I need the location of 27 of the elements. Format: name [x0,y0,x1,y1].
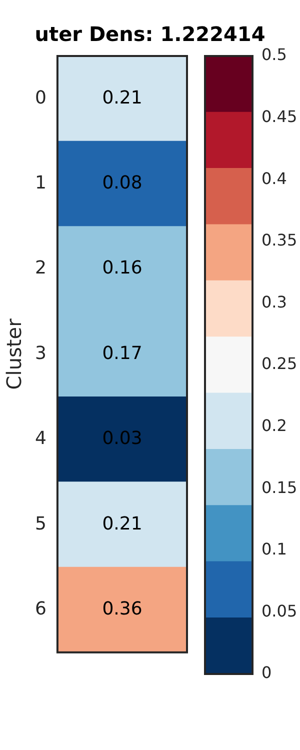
color-bar-label: 0.5 [262,45,287,64]
color-bar-label: 0.45 [262,106,298,126]
y-tick-label: 1 [35,172,46,194]
data-label: 0.08 [102,172,142,194]
data-label: 0.36 [102,598,142,620]
color-bar-label: 0.25 [262,354,298,374]
data-label: 0.21 [102,513,142,534]
data-label: 0.21 [102,87,142,108]
data-label: 0.03 [102,428,142,450]
color-bar-label: 0.2 [262,416,287,435]
color-bar-label: 0.15 [262,478,298,497]
color-bar-label: 0.3 [262,292,287,312]
y-tick-label: 2 [35,258,46,279]
color-bar-label: 0.4 [262,168,287,188]
color-bar-label: 0 [262,663,272,682]
chart-title: uter Dens: 1.222414 [34,22,266,46]
y-axis-title: Cluster [2,318,26,390]
y-tick-label: 4 [35,428,46,450]
y-tick-label: 6 [35,598,46,620]
data-label: 0.17 [102,342,142,364]
y-tick-label: 5 [35,513,46,534]
color-bar-label: 0.1 [262,540,287,559]
y-tick-label: 3 [35,342,46,364]
data-label: 0.16 [102,258,142,279]
y-tick-label: 0 [35,87,46,108]
color-bar-label: 0.35 [262,230,298,250]
color-bar-label: 0.05 [262,601,298,620]
